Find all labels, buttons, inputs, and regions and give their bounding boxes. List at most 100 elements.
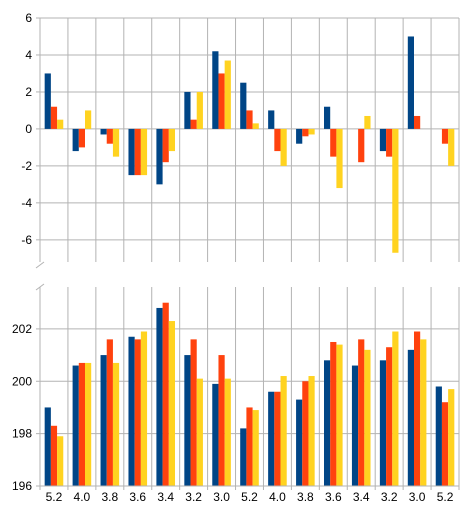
bottom-y-tick-label: 198 [12,427,32,441]
bottom-bar-s2-c14 [414,331,421,486]
bottom-y-tick-label: 200 [12,374,32,388]
bottom-bar-s3-c1 [57,436,64,486]
bottom-bar-s1-c11 [324,360,331,486]
top-bar-s2-c10 [302,128,309,137]
top-bar-s3-c1 [57,119,64,129]
bottom-bar-s3-c7 [224,378,231,486]
bottom-bar-s3-c11 [336,344,343,486]
top-y-tick-labels: 6 4 2 0 -2 -4 -6 [21,11,32,247]
top-bar-s1-c11 [324,106,331,129]
top-y-tick-label: -6 [21,233,32,247]
top-y-tick-label: 2 [25,85,32,99]
bottom-y-tick-label: 196 [12,479,32,493]
bottom-bar-s3-c10 [308,376,315,486]
top-y-tick-label: 6 [25,11,32,25]
top-y-tick-label: 0 [25,122,32,136]
top-bar-s3-c4 [140,128,148,176]
bottom-bar-s2-c9 [274,391,281,486]
x-tick-label: 3.8 [101,490,118,504]
top-bar-s2-c2 [78,128,85,148]
x-tick-label: 3.2 [185,490,202,504]
bottom-bar-s2-c2 [78,362,85,486]
bottom-bar-s3-c5 [168,321,175,486]
bottom-bar-s3-c4 [140,331,148,486]
top-bar-s2-c4 [134,128,141,176]
top-bar-s1-c2 [72,128,79,152]
bottom-bar-s1-c13 [379,360,387,486]
top-bar-s3-c9 [280,128,287,166]
bottom-y-tick-label: 202 [12,322,32,336]
top-bar-s1-c4 [128,128,135,176]
top-y-tick-label: -4 [21,196,32,210]
x-tick-label: 3.8 [297,490,314,504]
top-bar-s1-c8 [240,82,247,129]
bottom-bar-s3-c2 [85,362,92,486]
top-bar-s2-c7 [218,73,225,129]
top-bar-s2-c12 [358,128,365,163]
top-grid [36,17,460,262]
top-bar-s3-c3 [112,128,120,157]
bottom-bar-s1-c2 [72,365,79,486]
bottom-bar-s3-c12 [364,349,371,486]
top-bar-s2-c9 [274,128,281,152]
top-bar-s1-c7 [212,51,219,129]
top-y-tick-label: -2 [21,159,32,173]
bottom-bar-s1-c14 [407,349,414,486]
top-bars [44,36,455,253]
x-tick-label: 3.0 [213,490,230,504]
top-bar-s3-c13 [392,128,399,253]
top-y-tick-label: 4 [25,48,32,62]
x-tick-label: 3.2 [381,490,398,504]
top-bar-s2-c13 [386,128,393,157]
x-tick-label: 3.6 [325,490,342,504]
bottom-bar-s1-c7 [212,383,219,486]
bottom-bar-s2-c4 [134,339,141,486]
x-tick-labels: 5.2 4.0 3.8 3.6 3.4 3.2 3.0 5.2 4.0 3.8 3.6 3.4 3.2 3… [39,486,460,504]
bottom-bar-s2-c5 [162,302,169,486]
top-bar-s3-c6 [196,91,203,129]
top-bar-s2-c8 [246,110,253,129]
top-bar-s3-c15 [448,128,455,166]
x-tick-label: 3.0 [409,490,426,504]
x-tick-label: 3.6 [129,490,146,504]
top-bar-s3-c2 [85,110,92,129]
top-bar-s3-c12 [364,115,371,129]
bottom-bar-s2-c8 [246,407,253,486]
top-bar-s1-c6 [184,91,191,129]
bottom-bar-s3-c15 [448,389,455,486]
bottom-bar-s3-c13 [392,331,399,486]
bottom-bar-s1-c6 [184,355,191,486]
bottom-bar-s2-c15 [441,402,449,486]
bottom-bar-s1-c9 [268,391,275,486]
x-tick-label: 3.4 [353,490,370,504]
top-bar-s3-c7 [224,60,231,129]
bottom-bar-s1-c1 [44,407,51,486]
top-bar-s1-c3 [100,128,107,135]
bottom-bar-s3-c3 [112,362,120,486]
top-bar-s1-c14 [407,36,414,129]
top-bar-s3-c11 [336,128,343,189]
axes [35,18,459,487]
bottom-bar-s1-c12 [351,365,359,486]
bottom-bar-s1-c3 [100,355,107,486]
bottom-bar-s1-c8 [240,428,247,486]
top-bar-s1-c5 [156,128,163,185]
bottom-bar-s1-c5 [156,307,163,486]
top-bar-s1-c13 [379,128,387,152]
bottom-bar-s1-c10 [296,399,303,486]
axis-break-mark [35,283,45,291]
bottom-bar-s1-c4 [128,336,135,486]
top-bar-s1-c1 [44,73,51,129]
bottom-y-tick-labels: 202 200 198 196 [12,322,32,493]
top-bar-s1-c9 [268,110,275,129]
bottom-bar-s2-c6 [190,339,197,486]
bottom-bar-s2-c12 [358,339,365,486]
bottom-bar-s3-c6 [196,378,203,486]
top-bar-s3-c10 [308,128,315,135]
x-tick-label: 4.0 [269,490,286,504]
axis-break-mark [35,261,45,269]
bottom-bar-s2-c13 [386,347,393,486]
x-tick-label: 4.0 [74,490,91,504]
top-bar-s1-c10 [296,128,303,144]
